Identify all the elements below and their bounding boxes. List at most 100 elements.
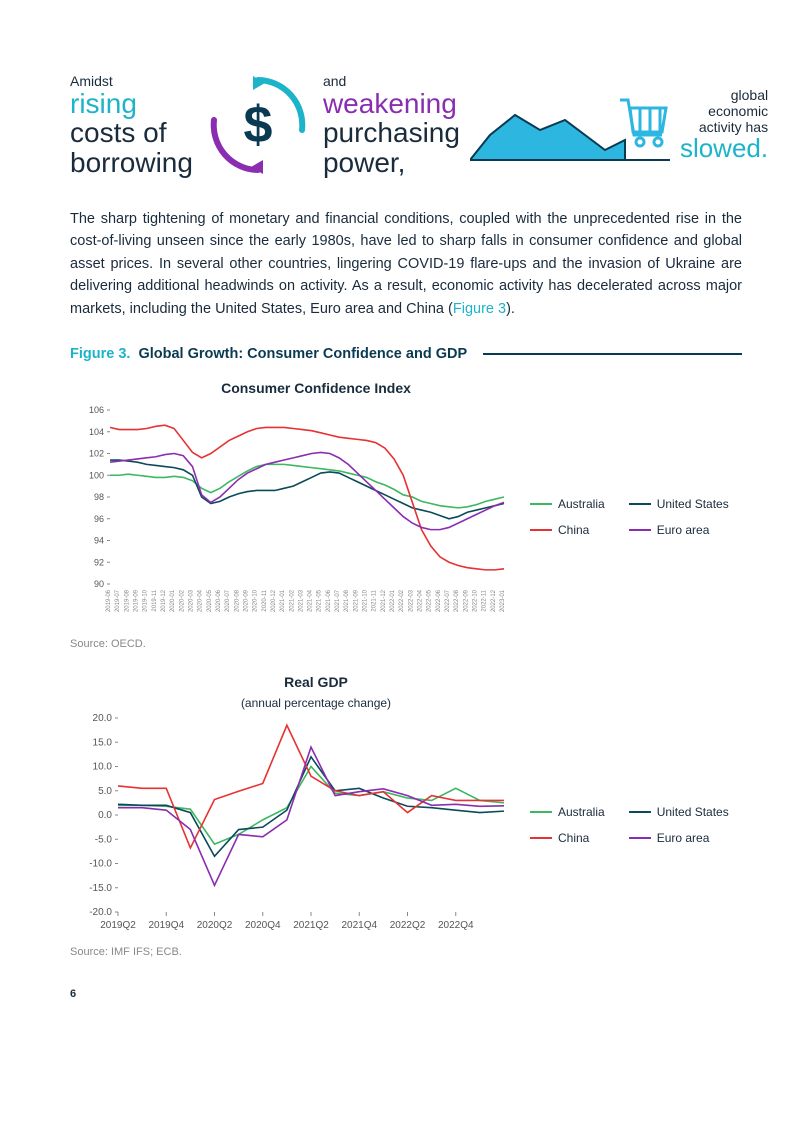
svg-text:2020-07: 2020-07 <box>225 590 231 613</box>
chart-consumer-confidence: Consumer Confidence Index 90929496981001… <box>70 380 742 650</box>
svg-text:2020-11: 2020-11 <box>262 590 268 612</box>
legend-united-states: United States <box>629 497 729 511</box>
svg-text:2022-03: 2022-03 <box>408 590 414 613</box>
svg-text:2022-07: 2022-07 <box>445 590 451 613</box>
svg-text:0.0: 0.0 <box>98 810 112 821</box>
figure-3-link[interactable]: Figure 3 <box>453 301 506 317</box>
svg-text:2020-05: 2020-05 <box>207 590 213 613</box>
chart2-legend: Australia United States China Euro area <box>530 805 729 845</box>
svg-text:90: 90 <box>94 579 104 589</box>
svg-text:2020-06: 2020-06 <box>216 590 222 613</box>
svg-text:2021Q2: 2021Q2 <box>293 920 329 931</box>
svg-text:98: 98 <box>94 492 104 502</box>
figure-title-row: Figure 3. Global Growth: Consumer Confid… <box>70 346 742 362</box>
page-number: 6 <box>70 988 742 1000</box>
figure-title: Global Growth: Consumer Confidence and G… <box>138 346 467 362</box>
svg-text:2021-04: 2021-04 <box>308 590 314 613</box>
svg-text:2022Q4: 2022Q4 <box>438 920 474 931</box>
svg-text:2022-04: 2022-04 <box>418 590 424 613</box>
global-economic-label: global economic <box>680 87 768 119</box>
svg-text:2019-10: 2019-10 <box>143 590 149 613</box>
chart1-title: Consumer Confidence Index <box>0 380 742 396</box>
svg-text:-15.0: -15.0 <box>89 883 112 894</box>
infographic-mid: and weakening purchasing power, <box>323 73 460 177</box>
svg-text:-10.0: -10.0 <box>89 859 112 870</box>
svg-text:2022-02: 2022-02 <box>399 590 405 613</box>
svg-text:2019-12: 2019-12 <box>161 590 167 613</box>
svg-text:2019-11: 2019-11 <box>152 590 158 612</box>
svg-text:5.0: 5.0 <box>98 786 112 797</box>
svg-text:10.0: 10.0 <box>93 762 113 773</box>
svg-text:2022-08: 2022-08 <box>454 590 460 613</box>
body-text-tail: ). <box>506 301 515 317</box>
svg-text:2021-05: 2021-05 <box>317 590 323 613</box>
legend-australia: Australia <box>530 497 605 511</box>
svg-text:2019Q4: 2019Q4 <box>148 920 184 931</box>
dollar-cycle-icon: $ <box>203 70 313 180</box>
legend-euro-area: Euro area <box>629 523 729 537</box>
svg-text:2020Q2: 2020Q2 <box>197 920 233 931</box>
amidst-label: Amidst <box>70 73 193 89</box>
chart2-subtitle: (annual percentage change) <box>0 696 742 710</box>
svg-text:2019-07: 2019-07 <box>115 590 121 613</box>
svg-text:2021Q4: 2021Q4 <box>341 920 377 931</box>
svg-text:2023-01: 2023-01 <box>500 590 506 613</box>
svg-text:92: 92 <box>94 558 104 568</box>
rising-label: rising <box>70 89 193 118</box>
svg-text:20.0: 20.0 <box>93 713 113 724</box>
chart2-title: Real GDP <box>0 674 742 690</box>
svg-text:2021-01: 2021-01 <box>280 590 286 613</box>
svg-text:2022-11: 2022-11 <box>482 590 488 612</box>
svg-text:2020-10: 2020-10 <box>253 590 259 613</box>
svg-text:-5.0: -5.0 <box>95 835 113 846</box>
svg-text:2022-06: 2022-06 <box>436 590 442 613</box>
infographic-right: global economic activity has slowed. <box>680 87 768 162</box>
svg-text:$: $ <box>243 96 272 154</box>
cart-area-icon <box>470 80 670 170</box>
svg-text:2021-07: 2021-07 <box>335 590 341 613</box>
chart2-plot: -20.0 -15.0 -10.0 -5.0 0.0 5.0 10.0 15.0 20.0 201… <box>70 710 510 940</box>
purchasing-label: purchasing <box>323 118 460 147</box>
svg-text:2019-08: 2019-08 <box>124 590 130 613</box>
svg-text:2021-12: 2021-12 <box>381 590 387 613</box>
and-label: and <box>323 73 460 89</box>
borrowing-label: borrowing <box>70 148 193 177</box>
svg-text:2021-11: 2021-11 <box>372 590 378 612</box>
svg-text:-20.0: -20.0 <box>89 907 112 918</box>
svg-text:2021-06: 2021-06 <box>326 590 332 613</box>
infographic-left: Amidst rising costs of borrowing <box>70 73 193 177</box>
body-text-main: The sharp tightening of monetary and fin… <box>70 211 742 317</box>
figure-number: Figure 3. <box>70 346 130 362</box>
chart2-source: Source: IMF IFS; ECB. <box>70 946 742 958</box>
svg-text:2022-05: 2022-05 <box>427 590 433 613</box>
svg-text:2021-02: 2021-02 <box>289 590 295 613</box>
svg-text:2019Q2: 2019Q2 <box>100 920 136 931</box>
svg-text:2022-12: 2022-12 <box>491 590 497 613</box>
svg-text:104: 104 <box>89 427 104 437</box>
svg-text:2022-10: 2022-10 <box>473 590 479 613</box>
legend-china: China <box>530 523 605 537</box>
chart1-plot: 90929496981001021041062019-062019-072019… <box>70 402 510 632</box>
svg-text:2020-04: 2020-04 <box>198 590 204 613</box>
legend-china-2: China <box>530 831 605 845</box>
svg-text:2020-03: 2020-03 <box>188 590 194 613</box>
svg-text:2020-12: 2020-12 <box>271 590 277 613</box>
svg-text:106: 106 <box>89 405 104 415</box>
chart1-source: Source: OECD. <box>70 638 742 650</box>
chart-real-gdp: Real GDP (annual percentage change) -20.… <box>70 674 742 958</box>
svg-text:2019-06: 2019-06 <box>106 590 112 613</box>
chart1-legend: Australia United States China Euro area <box>530 497 729 537</box>
body-paragraph: The sharp tightening of monetary and fin… <box>70 208 742 320</box>
svg-text:96: 96 <box>94 514 104 524</box>
svg-text:2019-09: 2019-09 <box>133 590 139 613</box>
svg-text:2021-08: 2021-08 <box>344 590 350 613</box>
svg-text:2020-09: 2020-09 <box>243 590 249 613</box>
svg-text:2021-10: 2021-10 <box>363 590 369 613</box>
figure-rule <box>483 353 742 355</box>
svg-text:2021-03: 2021-03 <box>298 590 304 613</box>
svg-text:2020-02: 2020-02 <box>179 590 185 613</box>
svg-text:2022-09: 2022-09 <box>463 590 469 613</box>
svg-text:15.0: 15.0 <box>93 738 113 749</box>
legend-united-states-2: United States <box>629 805 729 819</box>
svg-text:2020-08: 2020-08 <box>234 590 240 613</box>
